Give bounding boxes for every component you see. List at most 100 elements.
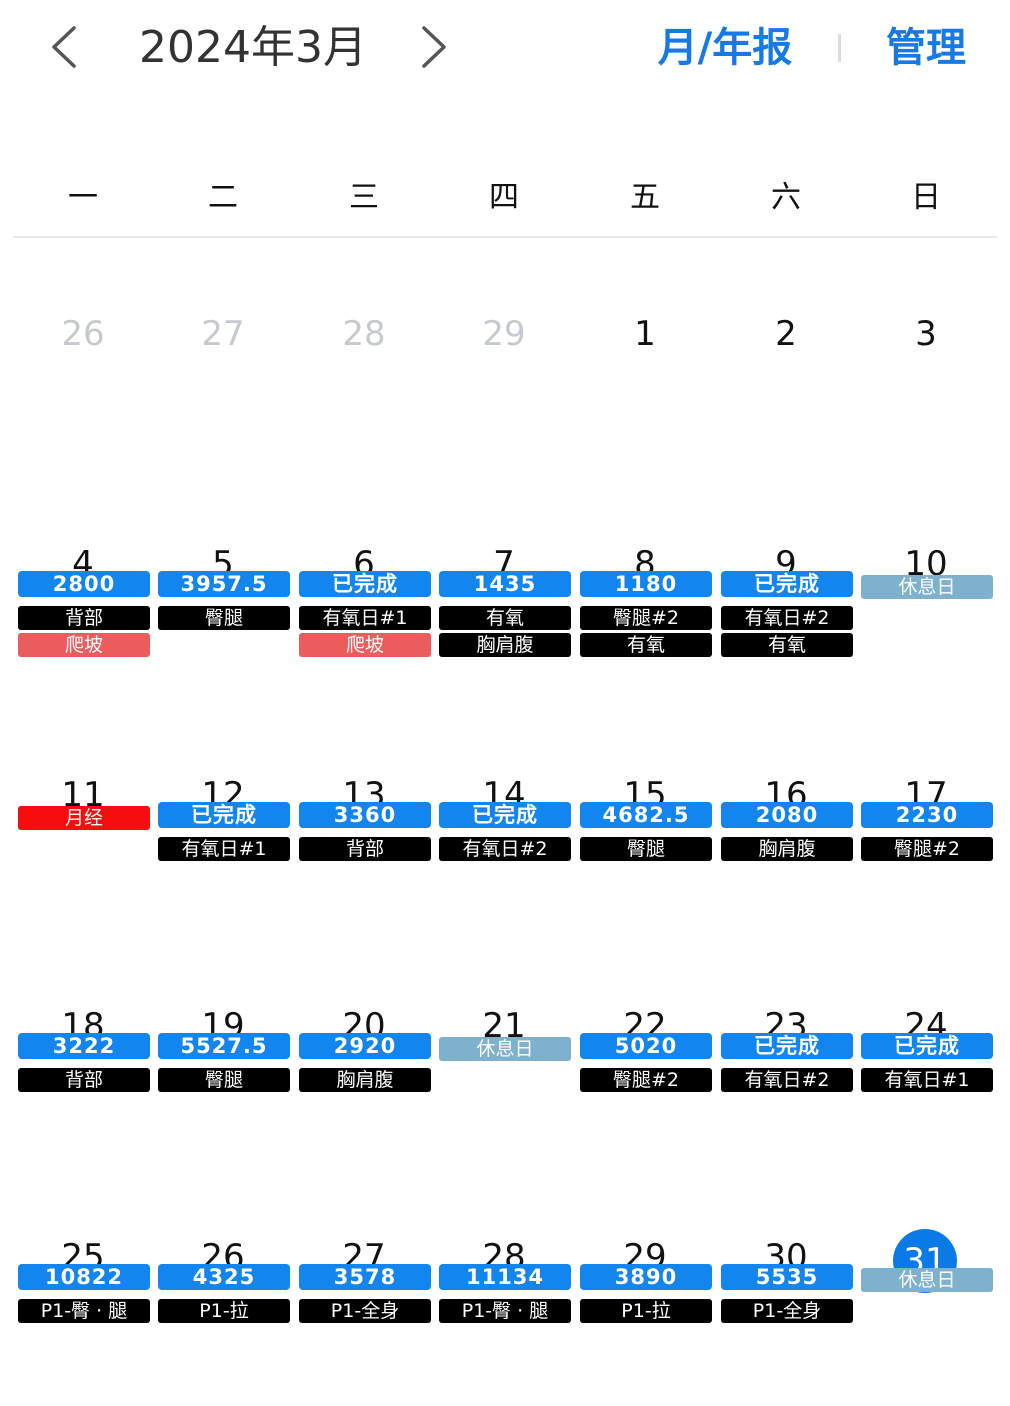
day-cell[interactable]: 26 4325 P1-拉 — [153, 1176, 293, 1406]
plan-tag: 臀腿#2 — [580, 606, 712, 630]
day-cell[interactable]: 24 已完成 有氧日#1 — [856, 945, 996, 1175]
weekday-fri: 五 — [630, 180, 660, 215]
report-button[interactable]: 月/年报 — [657, 25, 793, 71]
weekday-thu: 四 — [489, 180, 519, 215]
vol-tag: 已完成 — [861, 1033, 993, 1059]
day-number: 29 — [482, 314, 526, 354]
day-cell[interactable]: 3 — [856, 253, 996, 483]
day-cell-today[interactable]: 31 休息日 — [856, 1176, 996, 1406]
header-divider — [13, 236, 997, 238]
vol-tag: 3890 — [580, 1264, 712, 1290]
plan-tag: P1-拉 — [580, 1299, 712, 1323]
calendar-header: 2024年3月 月/年报 管理 — [0, 0, 1010, 100]
vol-tag: 已完成 — [721, 571, 853, 597]
plan-tag: 臀腿#2 — [580, 1068, 712, 1092]
day-cell[interactable]: 11 月经 — [13, 714, 153, 944]
plan-tag: 有氧 — [439, 606, 571, 630]
vol-tag: 1435 — [439, 571, 571, 597]
day-cell[interactable]: 7 1435 有氧 胸肩腹 — [434, 483, 574, 713]
plan-tag: 有氧日#2 — [439, 837, 571, 861]
vol-tag: 3578 — [299, 1264, 431, 1290]
plan-tag: 背部 — [18, 1068, 150, 1092]
vol-tag: 2080 — [721, 802, 853, 828]
plan-tag: 胸肩腹 — [299, 1068, 431, 1092]
day-cell[interactable]: 17 2230 臀腿#2 — [856, 714, 996, 944]
vol-tag: 5527.5 — [158, 1033, 290, 1059]
rest-tag: 休息日 — [439, 1037, 571, 1061]
day-cell[interactable]: 16 2080 胸肩腹 — [716, 714, 856, 944]
day-number: 27 — [201, 314, 245, 354]
day-number: 1 — [634, 314, 656, 354]
vol-tag: 1180 — [580, 571, 712, 597]
day-cell[interactable]: 29 3890 P1-拉 — [575, 1176, 715, 1406]
day-cell[interactable]: 8 1180 臀腿#2 有氧 — [575, 483, 715, 713]
day-cell[interactable]: 18 3222 背部 — [13, 945, 153, 1175]
day-cell[interactable]: 4 2800 背部 爬坡 — [13, 483, 153, 713]
weekday-sat: 六 — [771, 180, 801, 215]
vol-tag: 10822 — [18, 1264, 150, 1290]
day-cell[interactable]: 10 休息日 — [856, 483, 996, 713]
plan-tag: 有氧 — [580, 633, 712, 657]
vol-tag: 已完成 — [439, 802, 571, 828]
weekday-wed: 三 — [349, 180, 379, 215]
vol-tag: 已完成 — [158, 802, 290, 828]
weekday-sun: 日 — [911, 180, 941, 215]
day-cell[interactable]: 27 — [153, 253, 293, 483]
month-title: 2024年3月 — [139, 22, 367, 73]
vol-tag: 11134 — [439, 1264, 571, 1290]
day-cell[interactable]: 28 11134 P1-臀 · 腿 — [434, 1176, 574, 1406]
day-cell[interactable]: 1 — [575, 253, 715, 483]
chevron-left-icon[interactable] — [44, 22, 84, 72]
day-cell[interactable]: 23 已完成 有氧日#2 — [716, 945, 856, 1175]
vol-tag: 2800 — [18, 571, 150, 597]
vol-tag: 3957.5 — [158, 571, 290, 597]
chevron-right-icon[interactable] — [414, 22, 454, 72]
day-number: 3 — [915, 314, 937, 354]
header-separator — [838, 34, 841, 62]
day-cell[interactable]: 25 10822 P1-臀 · 腿 — [13, 1176, 153, 1406]
day-cell[interactable]: 13 3360 背部 — [294, 714, 434, 944]
day-cell[interactable]: 22 5020 臀腿#2 — [575, 945, 715, 1175]
day-cell[interactable]: 29 — [434, 253, 574, 483]
day-cell[interactable]: 27 3578 P1-全身 — [294, 1176, 434, 1406]
plan-tag: 臀腿#2 — [861, 837, 993, 861]
vol-tag: 3222 — [18, 1033, 150, 1059]
plan-tag: 背部 — [18, 606, 150, 630]
plan-tag: 臀腿 — [158, 606, 290, 630]
day-cell[interactable]: 19 5527.5 臀腿 — [153, 945, 293, 1175]
day-cell[interactable]: 30 5535 P1-全身 — [716, 1176, 856, 1406]
manage-button[interactable]: 管理 — [886, 25, 966, 71]
cardio-tag: 爬坡 — [18, 633, 150, 657]
plan-tag: P1-全身 — [721, 1299, 853, 1323]
plan-tag: 有氧日#2 — [721, 1068, 853, 1092]
day-cell[interactable]: 12 已完成 有氧日#1 — [153, 714, 293, 944]
vol-tag: 已完成 — [299, 571, 431, 597]
plan-tag: 臀腿 — [158, 1068, 290, 1092]
day-cell[interactable]: 21 休息日 — [434, 945, 574, 1175]
rest-tag: 休息日 — [861, 1268, 993, 1292]
plan-tag: 有氧日#1 — [861, 1068, 993, 1092]
plan-tag: 有氧 — [721, 633, 853, 657]
day-cell[interactable]: 2 — [716, 253, 856, 483]
day-cell[interactable]: 9 已完成 有氧日#2 有氧 — [716, 483, 856, 713]
day-cell[interactable]: 26 — [13, 253, 153, 483]
plan-tag: 胸肩腹 — [439, 633, 571, 657]
plan-tag: P1-全身 — [299, 1299, 431, 1323]
day-cell[interactable]: 5 3957.5 臀腿 — [153, 483, 293, 713]
vol-tag: 4682.5 — [580, 802, 712, 828]
day-cell[interactable]: 15 4682.5 臀腿 — [575, 714, 715, 944]
day-cell[interactable]: 6 已完成 有氧日#1 爬坡 — [294, 483, 434, 713]
plan-tag: P1-臀 · 腿 — [18, 1299, 150, 1323]
vol-tag: 4325 — [158, 1264, 290, 1290]
plan-tag: P1-臀 · 腿 — [439, 1299, 571, 1323]
day-cell[interactable]: 14 已完成 有氧日#2 — [434, 714, 574, 944]
plan-tag: 臀腿 — [580, 837, 712, 861]
vol-tag: 已完成 — [721, 1033, 853, 1059]
vol-tag: 5020 — [580, 1033, 712, 1059]
plan-tag: 有氧日#2 — [721, 606, 853, 630]
weekday-tue: 二 — [208, 180, 238, 215]
plan-tag: 背部 — [299, 837, 431, 861]
day-number: 26 — [61, 314, 105, 354]
day-cell[interactable]: 20 2920 胸肩腹 — [294, 945, 434, 1175]
day-cell[interactable]: 28 — [294, 253, 434, 483]
